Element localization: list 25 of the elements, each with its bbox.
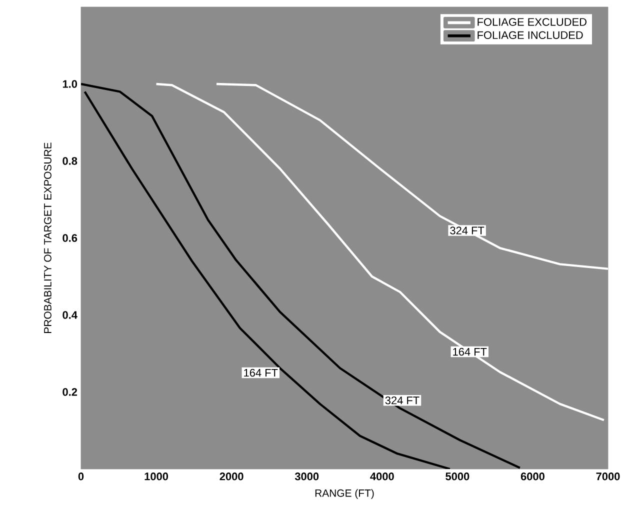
x-tick-label: 2000 <box>220 472 244 480</box>
annotation: 164 FT <box>453 348 487 356</box>
x-tick-label: 3000 <box>294 472 319 480</box>
y-tick-label: 0.8 <box>62 157 78 165</box>
x-axis-title: RANGE (FT) <box>315 489 374 499</box>
x-tick-label: 6000 <box>520 472 544 480</box>
y-tick-label: 0.2 <box>62 388 78 396</box>
legend-label: FOLIAGE EXCLUDED <box>478 18 586 26</box>
annotation: 164 FT <box>244 368 278 377</box>
line-series <box>84 90 451 469</box>
x-tick-label: 0 <box>78 472 84 480</box>
y-tick-label: 1.0 <box>62 80 78 88</box>
annotation: 324 FT <box>385 396 420 404</box>
x-tick-label: 7000 <box>596 472 620 480</box>
y-tick-label: 0.6 <box>62 234 78 242</box>
line-series <box>215 82 608 270</box>
y-tick-label: 0.4 <box>62 311 78 319</box>
line-series <box>155 82 606 422</box>
annotation: 324 FT <box>450 226 484 234</box>
y-axis-title: PROBABILITY OF TARGET EXPOSURE <box>44 142 52 333</box>
legend-label: FOLIAGE INCLUDED <box>478 31 583 39</box>
x-tick-label: 5000 <box>446 472 470 480</box>
x-tick-label: 1000 <box>144 472 168 480</box>
x-tick-label: 4000 <box>370 472 394 480</box>
line-series <box>81 82 522 469</box>
